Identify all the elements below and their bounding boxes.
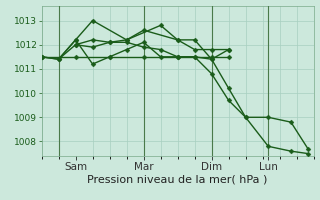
X-axis label: Pression niveau de la mer( hPa ): Pression niveau de la mer( hPa ) <box>87 174 268 184</box>
